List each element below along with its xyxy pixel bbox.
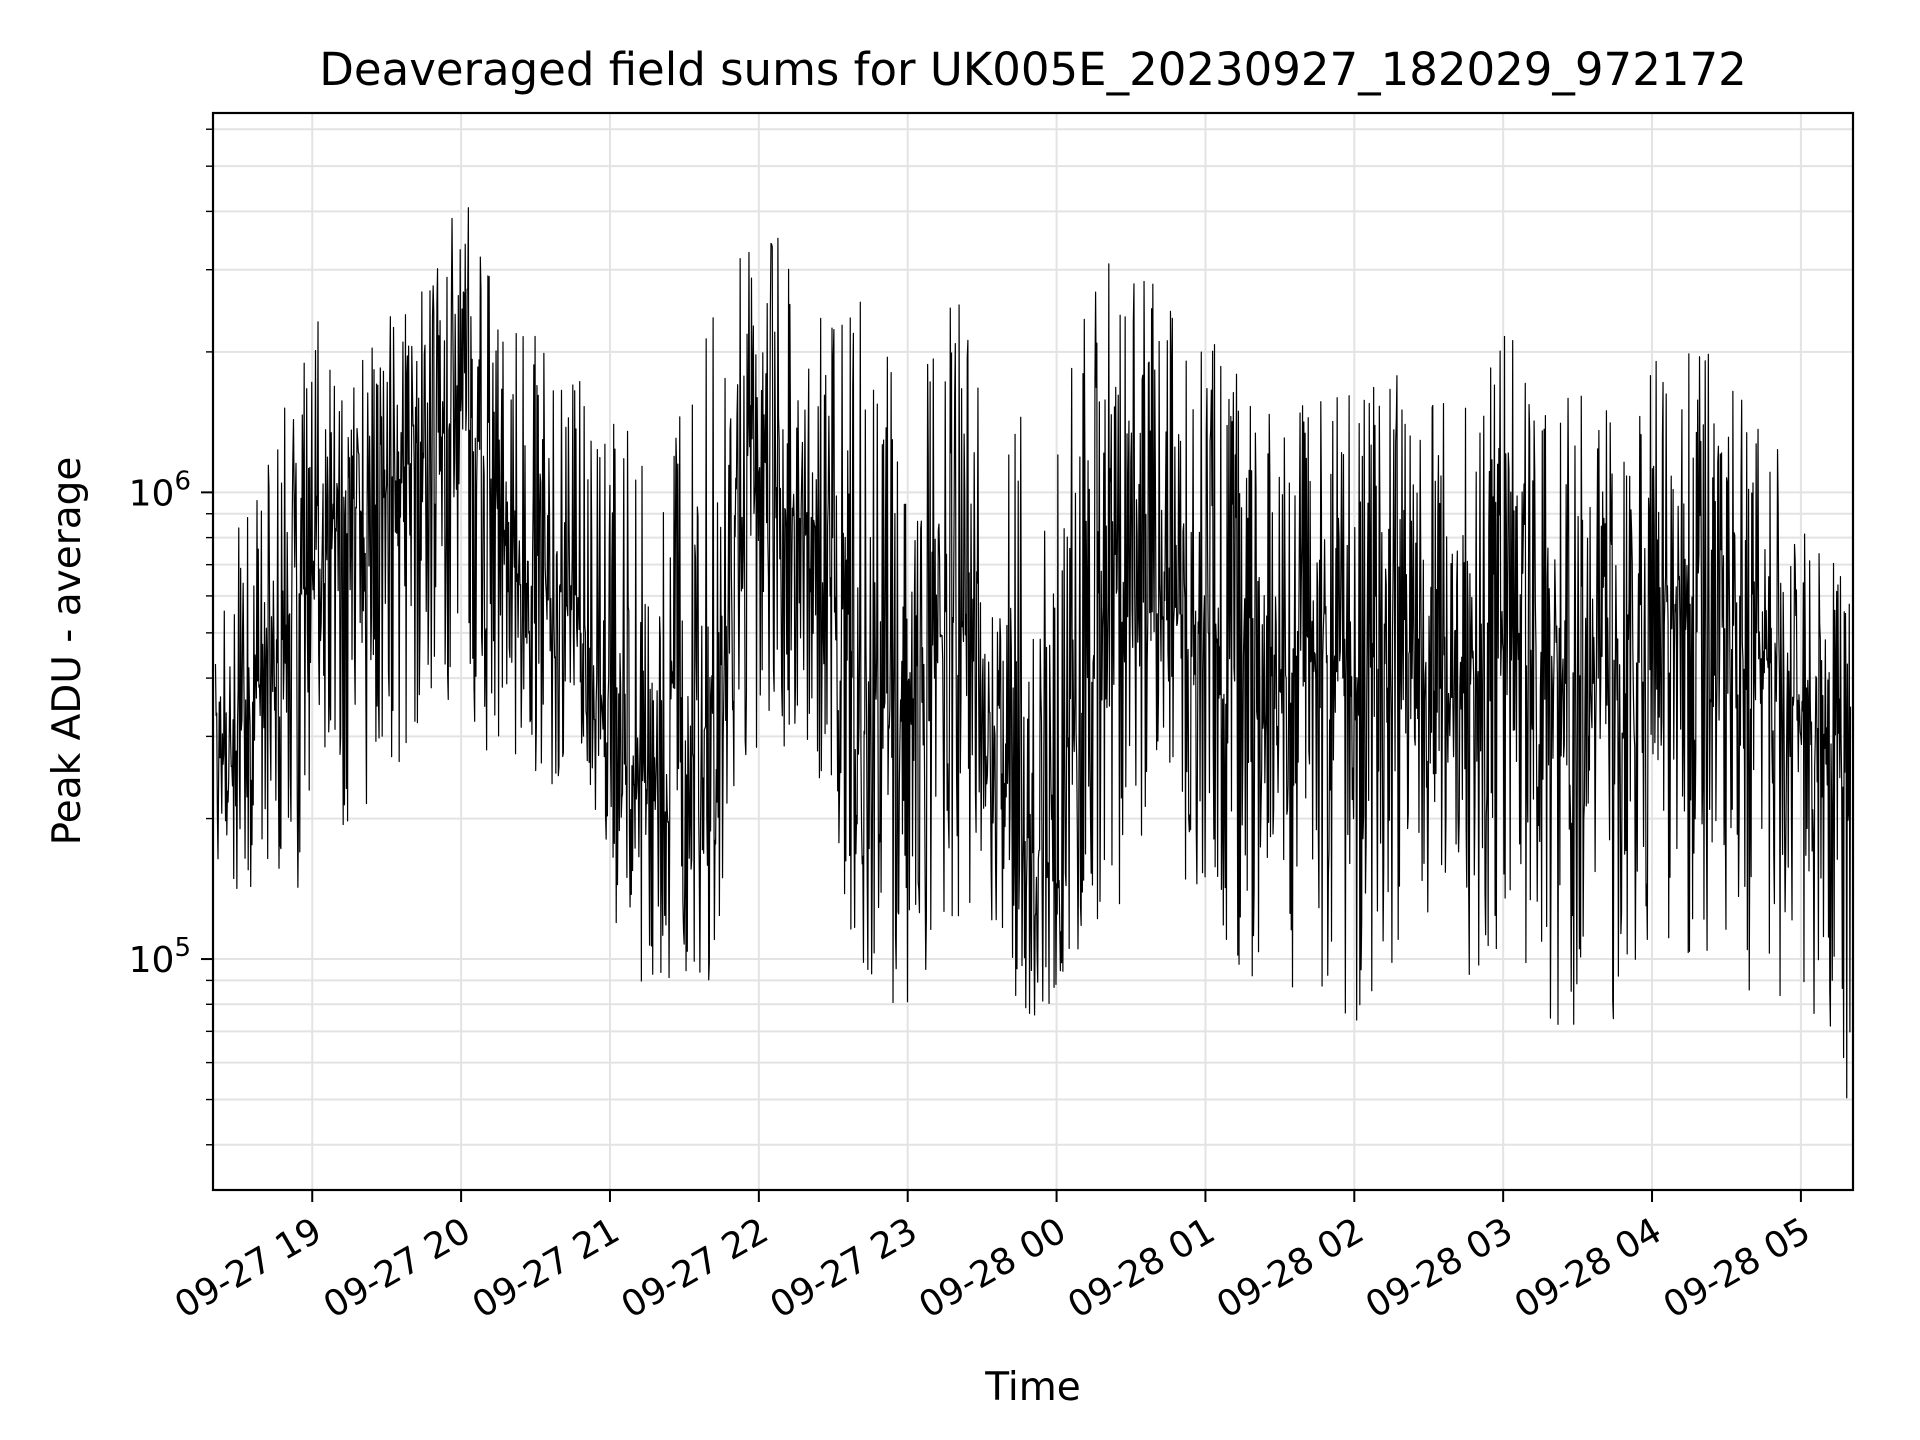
y-tick-label: 105 <box>129 933 191 981</box>
chart-title: Deaveraged field sums for UK005E_2023092… <box>319 43 1746 96</box>
y-tick-label: 106 <box>129 466 191 514</box>
plot-frame <box>211 111 1855 1192</box>
series-line-0 <box>214 207 1852 1099</box>
series-line <box>214 207 1852 1099</box>
y-axis: 105 106 <box>129 128 213 1146</box>
x-axis-label: Time <box>984 1365 1080 1410</box>
y-axis-label: Peak ADU - average <box>45 457 90 846</box>
